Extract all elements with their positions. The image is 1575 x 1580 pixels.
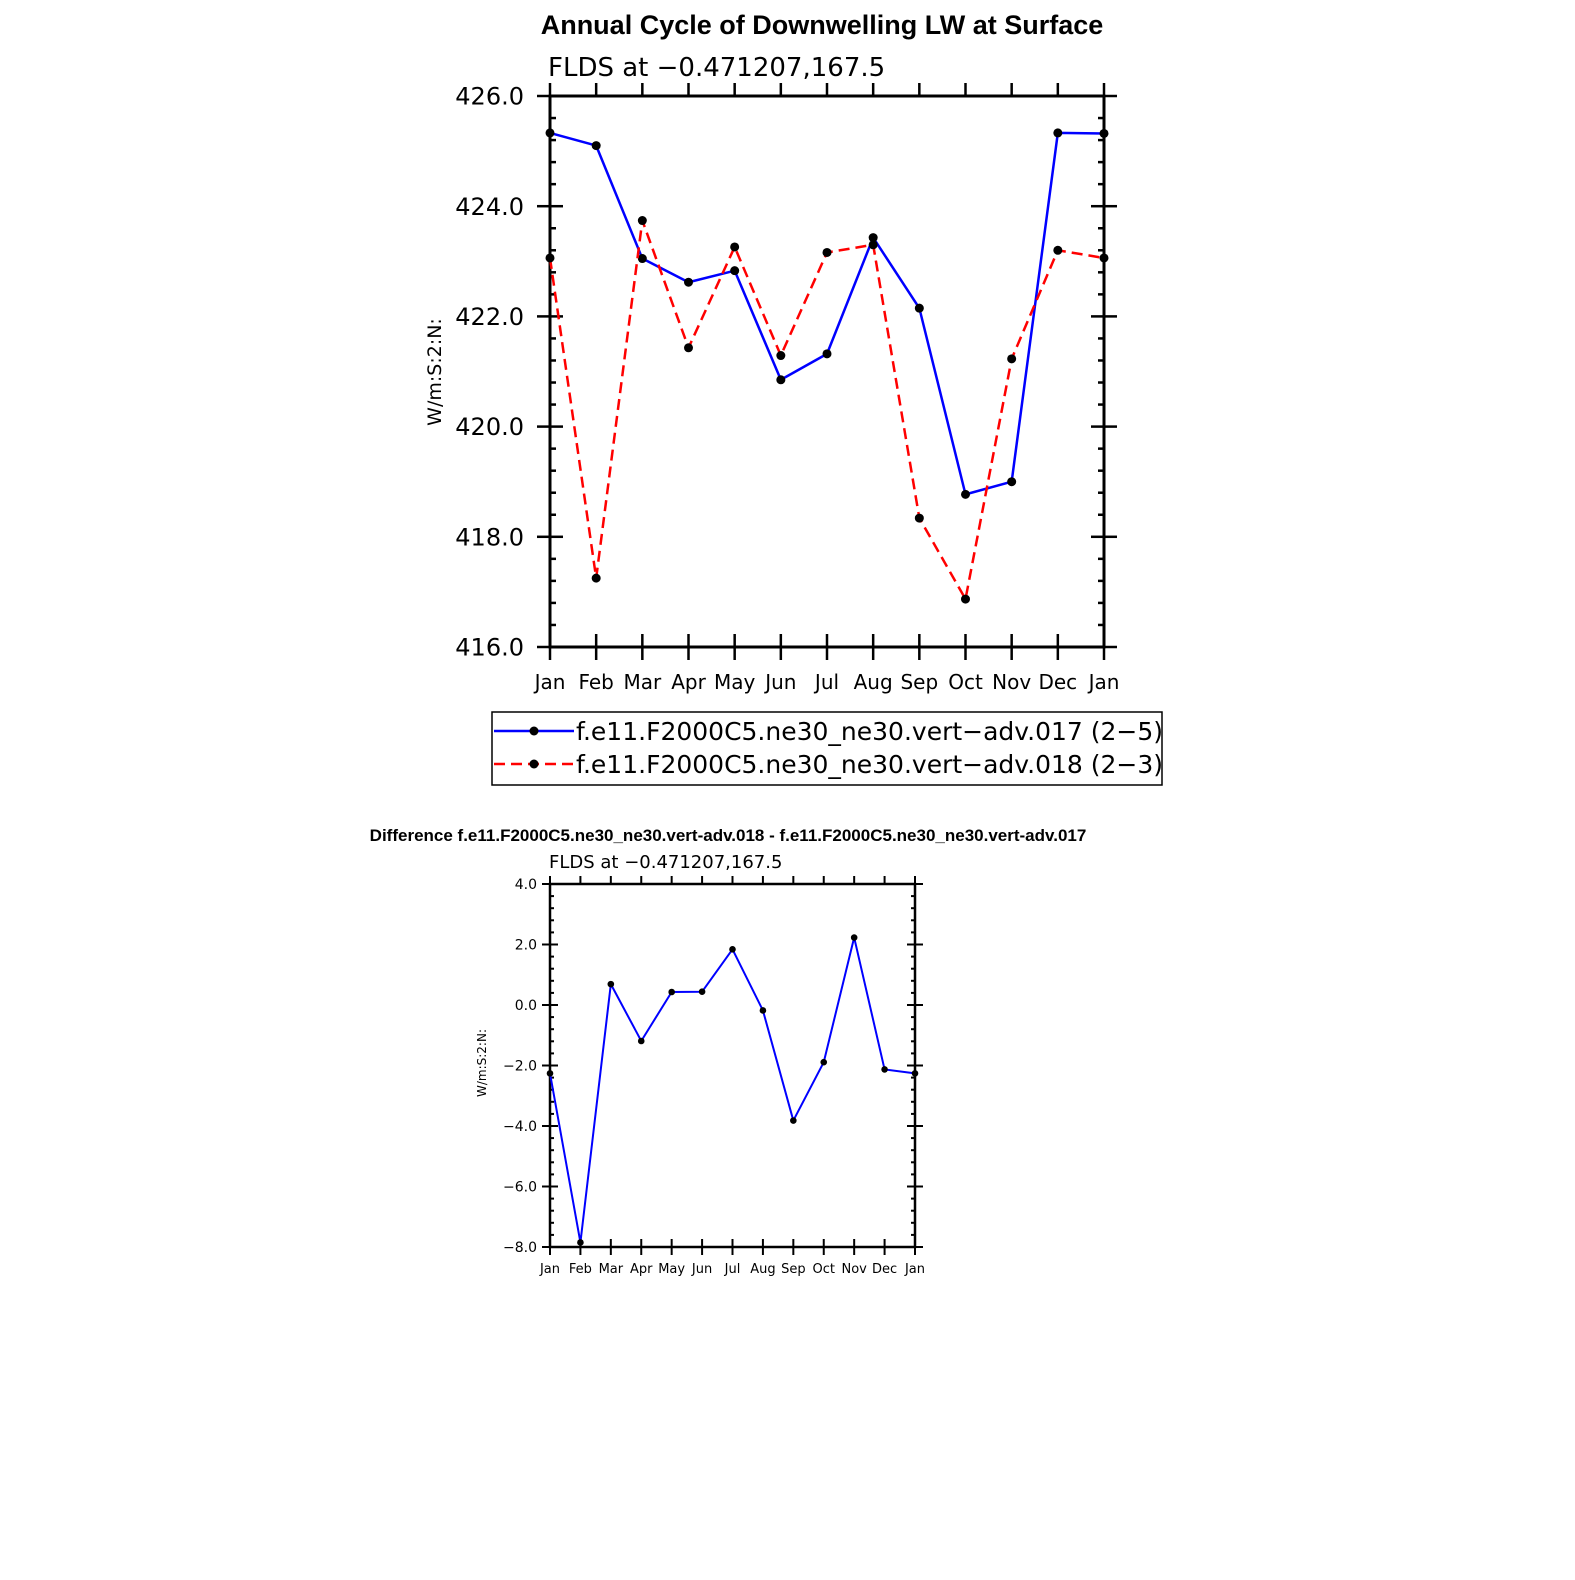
y-tick-label: 4.0 (515, 877, 537, 893)
y-tick-label: 420.0 (455, 413, 524, 441)
x-tick-label: Jan (533, 670, 566, 694)
data-point (759, 1007, 767, 1014)
y-tick-label: −8.0 (503, 1240, 537, 1256)
x-tick-label: Apr (671, 670, 706, 694)
data-point (591, 573, 601, 583)
x-tick-label: Aug (854, 670, 893, 694)
legend-marker (529, 759, 539, 769)
data-point (790, 1117, 797, 1124)
x-tick-label: Dec (1038, 670, 1077, 694)
x-tick-label: Sep (900, 670, 938, 694)
legend-marker (529, 726, 539, 736)
series-line-1 (549, 936, 916, 1244)
series-line-1 (549, 131, 1105, 496)
x-tick-label: Jun (691, 1262, 712, 1277)
legend-box (491, 711, 1163, 786)
y-tick-label: −2.0 (503, 1059, 537, 1075)
data-point (545, 253, 555, 263)
legend-label-2: f.e11.F2000C5.ne30_ne30.vert−adv.018 (2−… (576, 750, 1163, 779)
y-tick-label: −6.0 (503, 1180, 537, 1196)
data-point (850, 934, 858, 941)
data-point (868, 240, 878, 250)
data-point (698, 988, 706, 995)
data-point (577, 1239, 584, 1246)
bottom-chart-title: Difference f.e11.F2000C5.ne30_ne30.vert-… (370, 826, 1087, 845)
x-tick-label: May (714, 670, 756, 694)
bottom-chart: Jan Feb Mar Apr May Jun Jul Aug Sep Oct Nov Dec Jan−… (503, 876, 925, 1277)
data-point (591, 141, 601, 151)
top-chart: Jan Feb Mar Apr May Jun Jul Aug Sep Oct Nov Dec Jan 4… (455, 83, 1163, 786)
x-tick-label: Aug (750, 1262, 775, 1277)
legend: f.e11.F2000C5.ne30_ne30.vert−adv.017 (2−… (491, 711, 1163, 786)
y-tick-label: 2.0 (515, 938, 537, 954)
data-point (961, 489, 970, 499)
y-tick-label: 0.0 (515, 998, 537, 1014)
plot-frame (548, 882, 917, 1249)
y-tick-label: 418.0 (455, 523, 524, 551)
data-point (776, 351, 786, 361)
x-tick-label: Oct (948, 670, 983, 694)
x-tick-label: Oct (813, 1262, 835, 1277)
data-point (914, 513, 924, 523)
x-tick-label: Jul (813, 670, 839, 694)
x-tick-label: Feb (578, 670, 613, 694)
data-point (961, 594, 970, 604)
data-point (1099, 253, 1109, 263)
x-tick-label: Dec (872, 1262, 897, 1277)
data-point (684, 343, 693, 353)
x-tick-label: Mar (623, 670, 662, 694)
data-point (820, 1058, 828, 1066)
x-tick-label: May (658, 1262, 685, 1277)
y-tick-label: 422.0 (455, 303, 524, 331)
top-chart-title: Annual Cycle of Downwelling LW at Surfac… (541, 10, 1104, 40)
y-tick-label: 426.0 (455, 83, 524, 111)
x-tick-label: Jul (724, 1262, 741, 1277)
data-point (607, 980, 615, 988)
plot-frame (548, 94, 1106, 649)
top-chart-y-axis-label: W/m:S:2:N: (424, 318, 446, 426)
x-tick-label: Feb (569, 1262, 592, 1277)
data-point (1053, 128, 1063, 138)
data-point (668, 988, 675, 996)
data-point (637, 1037, 645, 1045)
data-point (868, 233, 878, 243)
data-point (684, 277, 693, 287)
data-point (1007, 354, 1017, 364)
data-point (1007, 477, 1017, 487)
data-point (822, 247, 832, 257)
top-chart-subtitle: FLDS at −0.471207,167.5 (548, 53, 885, 83)
data-point (546, 1070, 554, 1077)
y-tick-label: 424.0 (455, 193, 524, 221)
data-point (730, 266, 740, 276)
data-point (1099, 128, 1109, 138)
y-tick-label: 416.0 (455, 634, 524, 662)
data-point (881, 1066, 888, 1073)
bottom-chart-y-axis-label: W/m:S:2:N: (475, 1029, 489, 1097)
x-tick-label: Nov (992, 670, 1031, 694)
x-tick-label: Sep (781, 1262, 806, 1277)
data-point (914, 303, 924, 313)
data-point (776, 375, 786, 385)
legend-label-1: f.e11.F2000C5.ne30_ne30.vert−adv.017 (2−… (576, 717, 1163, 746)
data-point (729, 946, 736, 953)
data-point (637, 216, 647, 226)
y-tick-label: −4.0 (503, 1119, 537, 1135)
data-point (822, 349, 832, 359)
x-tick-label: Jan (904, 1262, 925, 1277)
x-tick-label: Apr (630, 1262, 653, 1277)
data-point (637, 254, 647, 264)
x-tick-label: Nov (841, 1262, 867, 1277)
x-tick-label: Jun (763, 670, 796, 694)
data-point (730, 242, 740, 252)
data-point (911, 1070, 919, 1077)
x-tick-label: Jan (539, 1262, 560, 1277)
data-point (545, 128, 555, 138)
x-tick-label: Jan (1087, 670, 1120, 694)
x-tick-label: Mar (599, 1262, 624, 1277)
data-point (1053, 245, 1063, 255)
bottom-chart-subtitle: FLDS at −0.471207,167.5 (549, 852, 782, 873)
